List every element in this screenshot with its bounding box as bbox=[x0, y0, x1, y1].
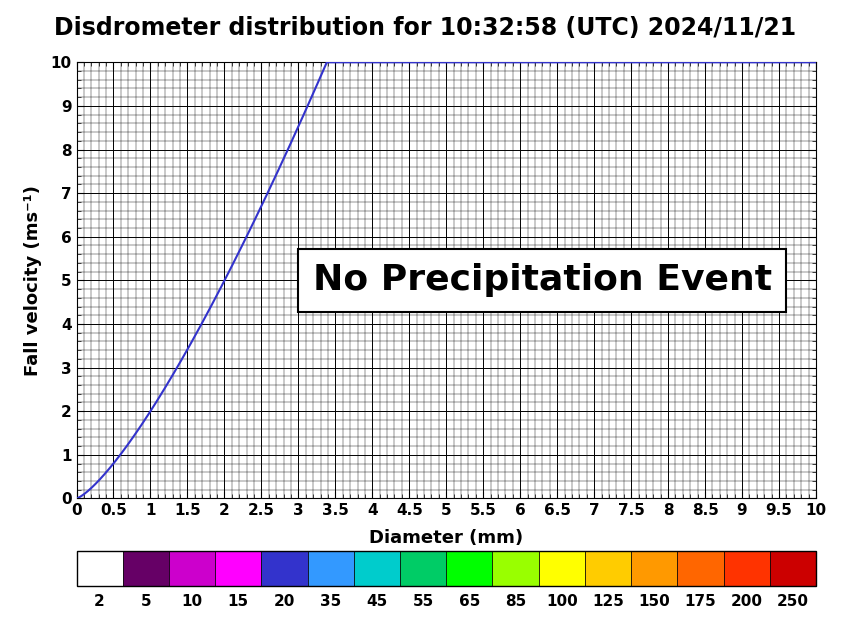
Text: Drop counts: Drop counts bbox=[385, 622, 507, 623]
Polygon shape bbox=[446, 551, 492, 586]
Text: 100: 100 bbox=[546, 594, 578, 609]
Y-axis label: Fall velocity (ms⁻¹): Fall velocity (ms⁻¹) bbox=[24, 185, 42, 376]
Text: No Precipitation Event: No Precipitation Event bbox=[313, 264, 772, 297]
Polygon shape bbox=[631, 551, 677, 586]
Polygon shape bbox=[169, 551, 215, 586]
Text: 250: 250 bbox=[777, 594, 809, 609]
Text: 2: 2 bbox=[94, 594, 105, 609]
Polygon shape bbox=[585, 551, 631, 586]
Polygon shape bbox=[723, 551, 770, 586]
Text: 15: 15 bbox=[228, 594, 249, 609]
Text: 20: 20 bbox=[274, 594, 295, 609]
Text: 125: 125 bbox=[592, 594, 624, 609]
Text: 35: 35 bbox=[320, 594, 342, 609]
Text: 85: 85 bbox=[505, 594, 526, 609]
Polygon shape bbox=[122, 551, 169, 586]
Polygon shape bbox=[677, 551, 723, 586]
Text: 175: 175 bbox=[684, 594, 717, 609]
Text: 65: 65 bbox=[459, 594, 480, 609]
X-axis label: Diameter (mm): Diameter (mm) bbox=[369, 530, 524, 548]
Text: 200: 200 bbox=[731, 594, 762, 609]
Text: 5: 5 bbox=[140, 594, 151, 609]
Text: Disdrometer distribution for 10:32:58 (UTC) 2024/11/21: Disdrometer distribution for 10:32:58 (U… bbox=[54, 16, 796, 40]
Polygon shape bbox=[308, 551, 354, 586]
Polygon shape bbox=[770, 551, 816, 586]
Polygon shape bbox=[262, 551, 308, 586]
Polygon shape bbox=[354, 551, 400, 586]
Text: 55: 55 bbox=[412, 594, 434, 609]
Text: 45: 45 bbox=[366, 594, 388, 609]
Polygon shape bbox=[76, 551, 122, 586]
Text: 150: 150 bbox=[638, 594, 670, 609]
Polygon shape bbox=[400, 551, 446, 586]
Polygon shape bbox=[215, 551, 262, 586]
Polygon shape bbox=[539, 551, 585, 586]
Text: 10: 10 bbox=[182, 594, 202, 609]
Polygon shape bbox=[492, 551, 539, 586]
